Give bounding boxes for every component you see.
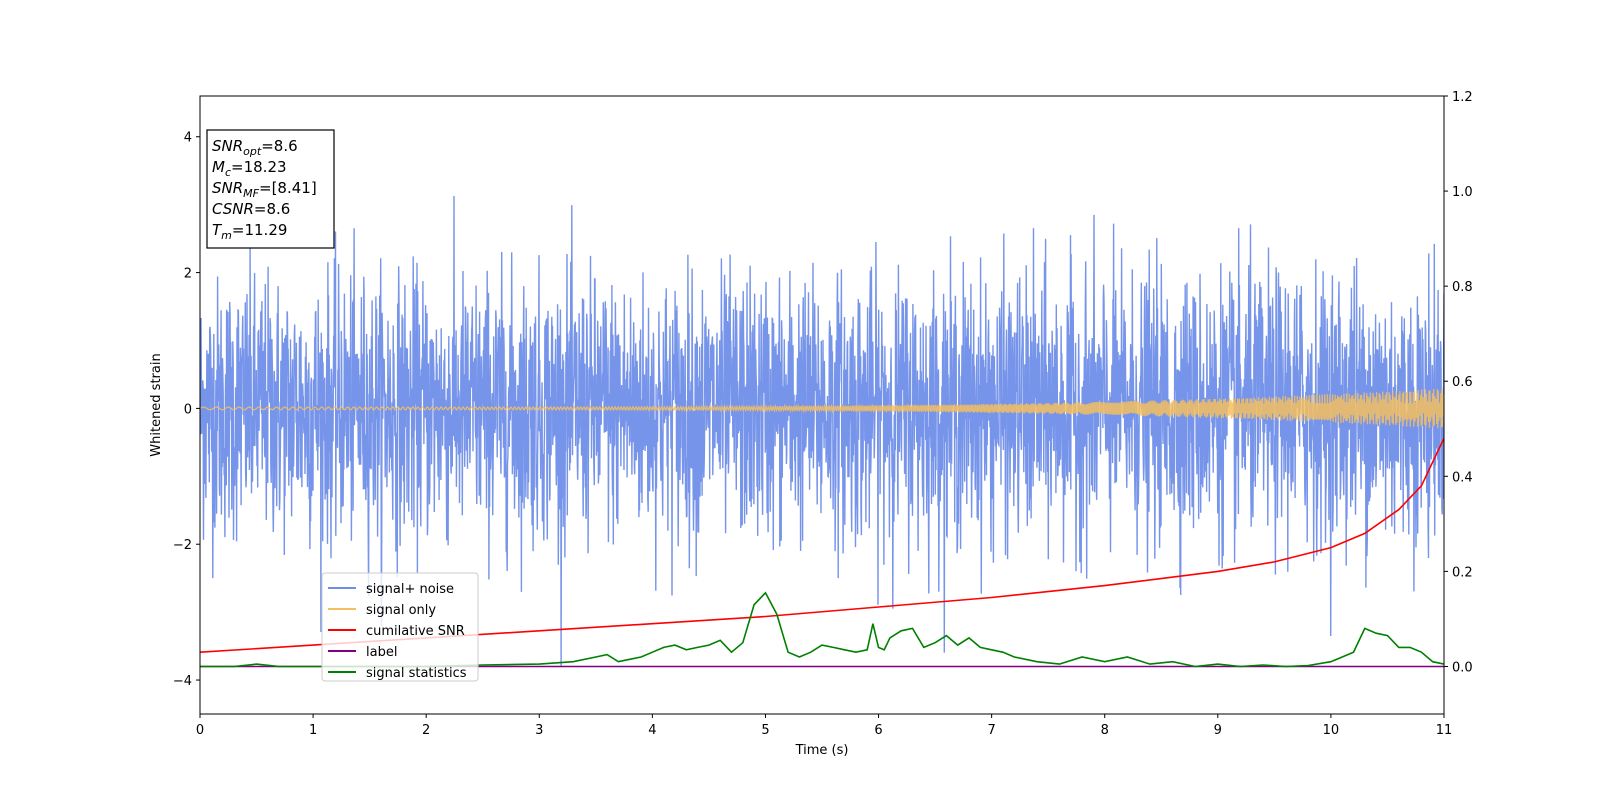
- plot-frame: [199, 95, 1445, 715]
- legend-entry-label: signal statistics: [366, 666, 467, 681]
- y-left-tick-label: 0: [184, 402, 192, 417]
- legend-entry-label: cumilative SNR: [366, 624, 465, 639]
- y-left-tick-label: 2: [184, 267, 192, 282]
- legend-entry-label: signal+ noise: [366, 582, 454, 597]
- x-tick-label: 10: [1323, 723, 1340, 738]
- legend-entry-label: signal only: [366, 603, 436, 618]
- y-right-tick-label: 0.2: [1452, 565, 1473, 580]
- x-tick-label: 9: [1214, 723, 1222, 738]
- legend-frame: [321, 572, 479, 682]
- x-tick-label: 3: [535, 723, 543, 738]
- axes: 0 1 2 3 4 5 6 7 8 9 10 11 −4 −2 0 2 4 0.0 0.2 0.4 0.6 0.8 1.0 1…: [173, 90, 1473, 738]
- legend-entry-label: label: [366, 645, 397, 660]
- series-cumulative-snr-line: [200, 437, 1444, 653]
- info-line: Tm=11.29: [212, 221, 287, 242]
- y-right-tick-label: 0.0: [1452, 660, 1473, 675]
- info-line: SNRMF=[8.41]: [212, 179, 317, 200]
- y-left-tick-label: −2: [173, 538, 192, 553]
- x-tick-label: 5: [761, 723, 769, 738]
- series-signal-noise-line: [200, 195, 1444, 667]
- info-line: CSNR=8.6: [212, 200, 290, 218]
- series-signal-statistics-line: [200, 591, 1444, 668]
- x-tick-label: 1: [309, 723, 317, 738]
- x-tick-label: 7: [987, 723, 995, 738]
- x-tick-label: 11: [1436, 723, 1453, 738]
- info-line: Mc=18.23: [212, 158, 287, 179]
- y-right-tick-label: 0.6: [1452, 375, 1473, 390]
- x-tick-label: 8: [1101, 723, 1109, 738]
- y-right-tick-label: 0.8: [1452, 280, 1473, 295]
- x-tick-label: 2: [422, 723, 430, 738]
- y-left-tick-label: 4: [184, 131, 192, 146]
- y-left-tick-label: −4: [173, 674, 192, 689]
- y-right-tick-label: 1.2: [1452, 90, 1473, 105]
- y-right-tick-label: 0.4: [1452, 470, 1473, 485]
- x-tick-label: 0: [196, 723, 204, 738]
- info-line: SNRopt=8.6: [212, 137, 298, 158]
- x-axis-label: Time (s): [795, 743, 849, 758]
- y-axis-label: Whitened strain: [149, 353, 164, 456]
- series-signal-only-line: [200, 388, 1444, 429]
- info-box-frame: [206, 129, 335, 249]
- x-tick-label: 6: [874, 723, 882, 738]
- legend: signal+ noise signal only cumilative SNR la…: [321, 572, 479, 682]
- y-right-tick-label: 1.0: [1452, 185, 1473, 200]
- x-tick-label: 4: [648, 723, 656, 738]
